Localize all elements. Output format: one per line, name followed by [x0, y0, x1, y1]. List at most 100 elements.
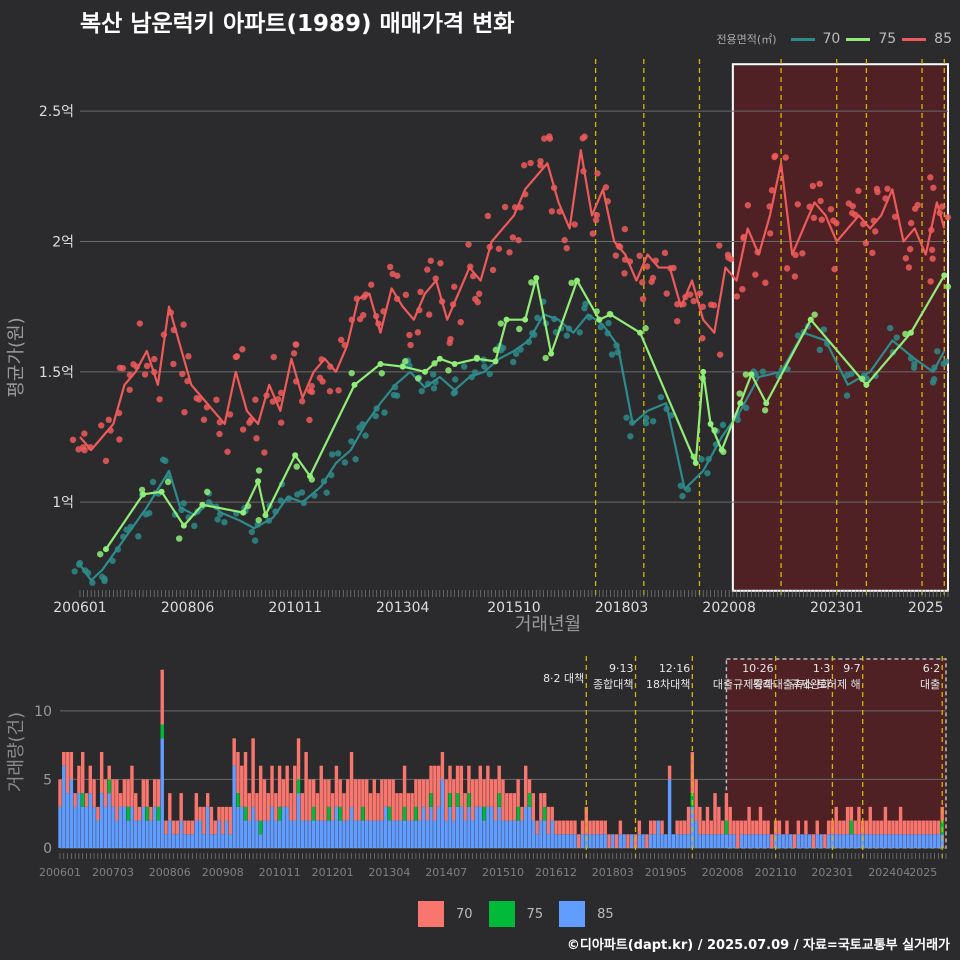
volume-bar-85: [334, 806, 339, 848]
volume-bar-85: [262, 820, 267, 848]
volume-bar-75: [414, 806, 418, 821]
volume-bar-70: [364, 779, 369, 821]
data-point-85: [593, 211, 601, 219]
volume-bar-70: [739, 820, 744, 835]
volume-bar-70: [357, 779, 361, 821]
volume-bar-85: [96, 820, 100, 848]
volume-bar-85: [247, 820, 252, 848]
volume-bar-70: [842, 820, 846, 835]
volume-bar-85: [232, 765, 236, 848]
volume-bar-75: [497, 793, 501, 807]
volume-bar-70: [81, 752, 85, 794]
volume-bar-75: [145, 806, 149, 821]
policy-annotation: 규제완화: [790, 678, 830, 691]
data-point-70: [509, 358, 517, 366]
data-point-85: [298, 398, 306, 405]
data-point-75-mean: [399, 363, 406, 370]
volume-bar-85: [777, 834, 782, 848]
volume-bar-70: [228, 806, 233, 835]
data-point-75-mean: [748, 371, 755, 378]
volume-bar-70: [296, 738, 301, 780]
volume-bar-75: [338, 806, 342, 821]
volume-bar-85: [569, 834, 573, 848]
data-point-75-mean: [596, 316, 603, 323]
data-point-85: [541, 135, 548, 142]
volume-bar-85: [917, 834, 922, 848]
volume-bar-85: [675, 834, 679, 848]
volume-bar-70: [811, 834, 816, 848]
data-point-75: [642, 325, 649, 332]
volume-bar-85: [383, 806, 388, 848]
volume-bar-85: [164, 834, 168, 848]
volume-bar-70: [433, 765, 437, 821]
legend-label-70: 70: [822, 31, 841, 47]
volume-bar-85: [217, 820, 221, 848]
legend-label-75: 75: [878, 31, 897, 47]
policy-annotation: 8·2 대책: [543, 672, 584, 685]
page-title: 복산 남운럭키 아파트(1989) 매매가격 변화: [80, 11, 515, 37]
volume-bar-70: [910, 820, 914, 835]
volume-bar-70: [645, 834, 649, 848]
data-point-85: [475, 290, 483, 297]
volume-bar-70: [111, 779, 115, 807]
volume-bar-85: [857, 834, 861, 848]
data-point-75-mean: [436, 355, 443, 362]
volume-bar-75: [81, 793, 85, 807]
data-point-85: [594, 170, 601, 177]
volume-bar-85: [300, 820, 305, 848]
volume-bar-85: [243, 820, 248, 848]
data-point-85: [253, 435, 260, 442]
data-point-85: [181, 408, 188, 416]
volume-bar-85: [304, 820, 308, 848]
volume-bar-85: [807, 834, 812, 848]
data-point-85: [546, 135, 554, 142]
data-point-85: [402, 291, 410, 299]
data-point-70: [698, 456, 705, 463]
volume-x-tick-label: 200908: [202, 866, 244, 879]
volume-bar-75: [527, 793, 532, 807]
volume-bar-70: [595, 820, 600, 835]
volume-bar-85: [228, 834, 233, 848]
data-point-85: [799, 250, 806, 257]
volume-x-tick-label: 201612: [535, 866, 577, 879]
data-point-85: [561, 236, 568, 244]
volume-bar-75: [542, 806, 547, 821]
volume-bar-75: [482, 806, 486, 821]
volume-bar-85: [58, 806, 62, 848]
volume-x-tick-label: 201201: [312, 866, 354, 879]
volume-bar-85: [338, 820, 342, 848]
data-point-75-mean: [421, 368, 428, 375]
volume-bar-85: [372, 820, 376, 848]
volume-bar-85: [527, 806, 532, 848]
data-point-85: [116, 436, 123, 443]
data-point-85: [472, 295, 479, 303]
volume-bar-85: [224, 820, 229, 848]
data-point-85: [768, 187, 776, 194]
volume-bar-70: [580, 820, 585, 835]
data-point-75: [348, 369, 355, 377]
legend-item-75: 75: [846, 31, 896, 47]
volume-x-tick-label: 201304: [368, 866, 410, 879]
volume-bar-85: [145, 820, 149, 848]
data-point-85: [509, 234, 517, 241]
data-point-70: [352, 456, 359, 463]
volume-bar-85: [505, 820, 509, 848]
volume-bar-70: [311, 779, 316, 807]
volume-bar-70: [501, 779, 505, 821]
volume-bar-70: [906, 820, 910, 835]
volume-bar-85: [482, 820, 486, 848]
volume-bar-85: [815, 834, 819, 848]
volume-bar-85: [391, 820, 395, 848]
data-point-75: [742, 371, 750, 378]
volume-bar-85: [554, 834, 558, 848]
volume-bar-85: [800, 834, 804, 848]
volume-bar-70: [395, 793, 399, 821]
volume-bar-75: [236, 793, 240, 807]
volume-bar-70: [122, 779, 127, 807]
data-point-85: [930, 184, 937, 191]
volume-bar-85: [906, 834, 910, 848]
volume-bar-75: [126, 806, 130, 821]
series-line-70: [79, 313, 946, 582]
data-point-70: [362, 432, 369, 439]
data-point-85: [270, 353, 277, 361]
